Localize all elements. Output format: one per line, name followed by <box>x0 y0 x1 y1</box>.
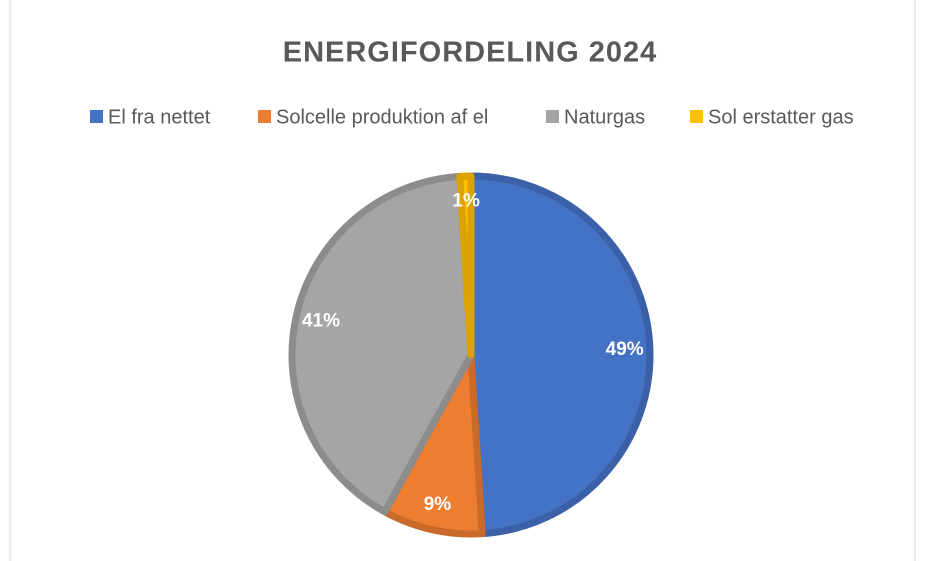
pie-slice <box>456 172 475 359</box>
legend-label: Naturgas <box>564 106 645 128</box>
chart-title: ENERGIFORDELING 2024 <box>283 37 658 69</box>
legend-swatch <box>690 110 703 123</box>
legend-swatch <box>90 110 103 123</box>
pie-slice <box>288 172 475 516</box>
legend-swatch <box>546 110 559 123</box>
legend-swatch <box>258 110 271 123</box>
data-label: 49% <box>606 339 644 360</box>
legend-label: Solcelle produktion af el <box>276 106 488 128</box>
legend-label: El fra nettet <box>108 106 211 128</box>
data-label: 9% <box>424 494 452 515</box>
legend-label: Sol erstatter gas <box>708 106 854 128</box>
pie-slice <box>467 172 654 538</box>
data-label: 1% <box>452 190 480 211</box>
data-label: 41% <box>302 310 340 331</box>
